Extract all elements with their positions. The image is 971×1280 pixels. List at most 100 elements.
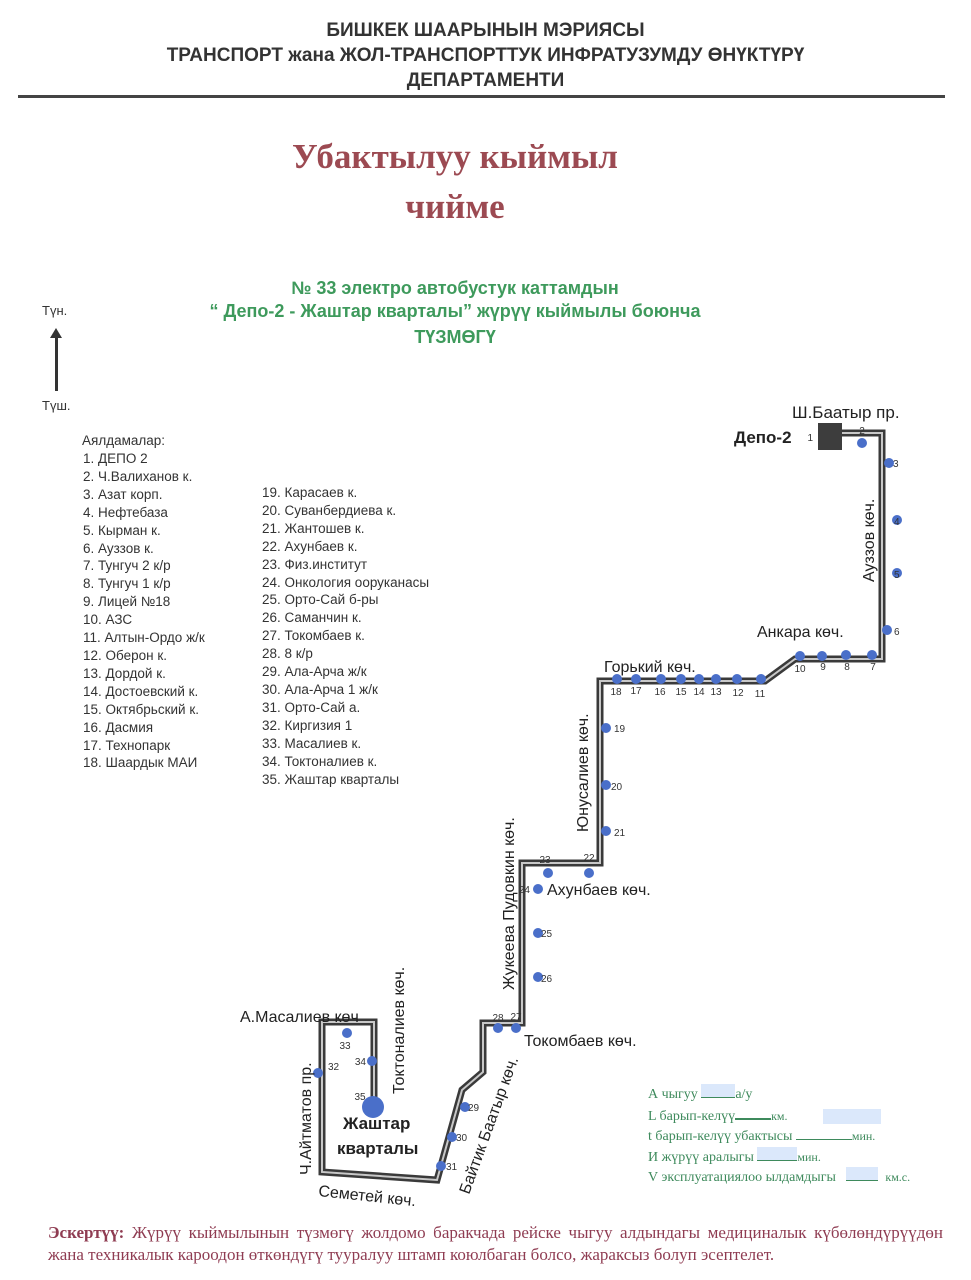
t-label: t барып-келүү убактысы [648, 1129, 793, 1145]
street-label-zhashtar1: Жаштар [342, 1114, 410, 1133]
stop-list-item: 25. Орто-Сай б-ры [262, 592, 379, 608]
stop-marker [892, 515, 902, 525]
stop-marker [656, 674, 666, 684]
stop-list-item: 2. Ч.Валиханов к. [83, 468, 193, 484]
stop-marker [543, 868, 553, 878]
stop-marker [694, 674, 704, 684]
street-label-tokombaev: Токомбаев көч. [524, 1033, 637, 1050]
stop-list-item: 19. Карасаев к. [262, 485, 358, 500]
title-line-2: чийме [405, 187, 505, 226]
stop-list-item: 21. Жантошев к. [262, 520, 365, 536]
v-label: V эксплуатациялоо ылдамдыгы [648, 1170, 836, 1186]
stop-number: 34 [355, 1057, 367, 1068]
arrow-head-icon [50, 328, 62, 338]
stop-number: 4 [894, 517, 900, 528]
stop-list-item: 10. АЗС [83, 612, 133, 628]
stop-marker [601, 826, 611, 836]
stop-list-item: 31. Орто-Сай а. [262, 699, 361, 715]
stop-number: 2 [859, 426, 865, 437]
stop-number: 18 [610, 687, 622, 698]
stop-list-item: 33. Масалиев к. [262, 735, 362, 751]
stop-number: 11 [755, 689, 766, 700]
stop-marker [362, 1096, 384, 1118]
stop-list-item: 3. Азат корп. [83, 486, 163, 502]
t-field[interactable] [795, 1126, 852, 1141]
stop-number: 24 [519, 885, 531, 896]
stop-number: 25 [541, 929, 553, 940]
stop-list-item: 7. Тунгуч 2 к/р [83, 558, 171, 574]
stop-list-item: 20. Суванбердиева к. [262, 502, 397, 518]
stop-number: 27 [510, 1012, 522, 1023]
stop-marker [732, 674, 742, 684]
stop-list-item: 4. Нефтебаза [83, 504, 168, 520]
compass-south: Түш. [42, 398, 71, 413]
a-label: А чыгуу [648, 1087, 698, 1102]
stop-marker [817, 651, 827, 661]
stop-list-item: 6. Ауззов к. [83, 540, 154, 556]
stop-marker [884, 458, 894, 468]
stop-list-item: 29. Ала-Арча ж/к [262, 664, 367, 680]
stop-marker [841, 650, 851, 660]
stop-number: 9 [820, 662, 826, 673]
header-line-3: ДЕПАРТАМЕНТИ [406, 70, 565, 91]
street-label-gorky: Горький көч. [604, 659, 696, 676]
route-parameters-form: А чыгуу а/у L барып-келүү км. t барып-кел… [648, 1084, 910, 1188]
street-label-baitik: Байтик Баатыр көч. [457, 1054, 523, 1196]
l-unit: км. [771, 1108, 788, 1123]
street-label-zhashtar2: кварталы [337, 1139, 418, 1158]
stop-number: 28 [492, 1013, 504, 1024]
stop-marker [533, 972, 543, 982]
north-arrow-icon [55, 333, 58, 391]
i-unit: мин. [797, 1149, 821, 1164]
title-line-1: Убактылуу кыймыл [292, 137, 618, 176]
stop-number: 8 [844, 662, 850, 673]
stop-marker [511, 1023, 521, 1033]
stop-marker [493, 1023, 503, 1033]
stop-number: 26 [541, 974, 553, 985]
depot-icon [818, 423, 842, 450]
stop-number: 17 [630, 686, 642, 697]
stop-number: 10 [794, 664, 806, 675]
stop-marker [631, 674, 641, 684]
stop-number: 29 [468, 1103, 480, 1114]
stop-list-item: 15. Октябрьский к. [83, 701, 199, 717]
stop-list-item: 23. Физ.институт [262, 556, 368, 572]
a-field[interactable] [701, 1084, 736, 1098]
stop-number: 30 [456, 1133, 468, 1144]
stop-number: 6 [894, 627, 900, 638]
note-label: Эскертүү: [48, 1223, 125, 1242]
stop-list-item: 8. Тунгуч 1 к/р [83, 576, 171, 592]
stop-marker [533, 928, 543, 938]
stop-marker [313, 1068, 323, 1078]
stop-number: 22 [583, 853, 595, 864]
stop-list-item: 35. Жаштар кварталы [262, 771, 400, 787]
street-label-semetei: Семетей көч. [318, 1183, 417, 1210]
stop-list-item: 14. Достоевский к. [83, 683, 199, 699]
stop-number: 7 [870, 662, 876, 673]
stop-number: 15 [675, 687, 687, 698]
v-unit: км.с. [885, 1170, 911, 1185]
i-field[interactable] [757, 1146, 798, 1161]
stop-number: 33 [339, 1041, 351, 1052]
stop-number: 23 [539, 855, 551, 866]
stop-number: 21 [614, 828, 626, 839]
stop-list-item: 28. 8 к/р [262, 646, 313, 662]
stop-number: 13 [710, 687, 722, 698]
t-unit: мин. [851, 1129, 876, 1144]
stop-marker [676, 674, 686, 684]
stop-marker [857, 438, 867, 448]
i-label: И жүрүү аралыгы [648, 1149, 754, 1165]
stop-number: 31 [446, 1162, 458, 1173]
stop-marker [612, 674, 622, 684]
l-field[interactable] [735, 1105, 772, 1120]
subtitle-line-2: “ Депо-2 - Жаштар кварталы” жүрүү кыймыл… [209, 301, 701, 321]
stop-number: 16 [654, 687, 666, 698]
l-extra-field[interactable] [823, 1108, 882, 1124]
subtitle-line-1: № 33 электро автобустук каттамдын [291, 278, 619, 298]
stop-marker [533, 884, 543, 894]
stop-number: 35 [354, 1092, 366, 1103]
stops-list-right: 19. Карасаев к. 20. Суванбердиева к. 21. Ж… [262, 484, 429, 788]
stop-marker [601, 723, 611, 733]
v-field[interactable] [846, 1167, 879, 1182]
